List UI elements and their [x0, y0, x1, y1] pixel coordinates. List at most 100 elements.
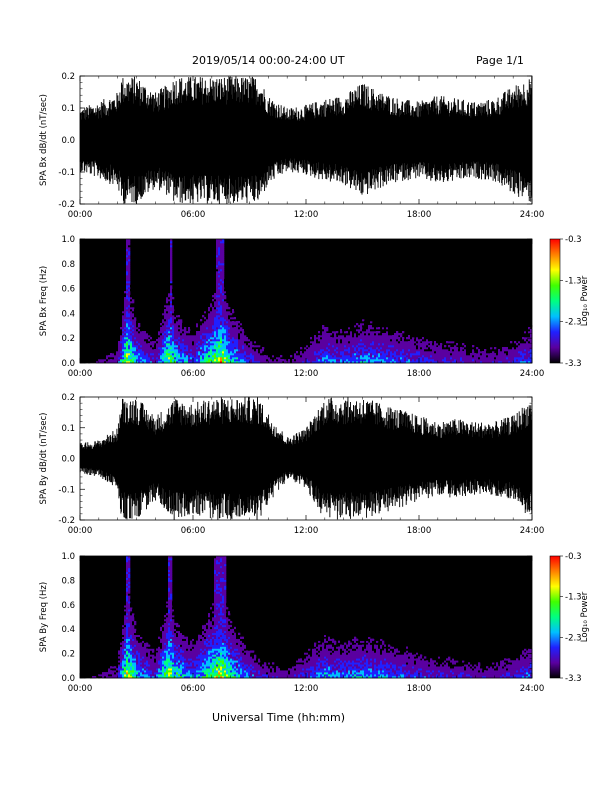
spectrogram-cell: [400, 355, 403, 358]
spectrogram-cell: [130, 607, 133, 610]
spectrogram-cell: [130, 349, 133, 352]
spectrogram-cell: [162, 630, 165, 634]
spectrogram-cell: [206, 321, 209, 324]
spectrogram-cell: [170, 267, 173, 270]
spectrogram-cell: [316, 355, 319, 358]
spectrogram-cell: [168, 565, 171, 569]
spectrogram-cell: [126, 589, 129, 592]
spectrogram-cell: [502, 361, 505, 364]
spectrogram-cell: [374, 357, 377, 360]
spectrogram-cell: [122, 622, 125, 626]
spectrogram-cell: [358, 349, 361, 352]
spectrogram-cell: [134, 319, 137, 322]
spectrogram-cell: [164, 355, 167, 358]
spectrogram-cell: [220, 283, 223, 286]
spectrogram-cell: [358, 329, 361, 332]
spectrogram-cell: [118, 658, 121, 661]
spectrogram-cell: [124, 317, 127, 320]
spectrogram-cell: [150, 662, 153, 665]
spectrogram-cell: [388, 345, 391, 348]
spectrogram-cell: [388, 333, 391, 336]
spectrogram-cell: [136, 327, 139, 330]
spectrogram-cell: [118, 357, 121, 360]
spectrogram-cell: [180, 656, 183, 659]
spectrogram-cell: [212, 349, 215, 352]
spectrogram-cell: [160, 337, 163, 340]
spectrogram-cell: [158, 654, 161, 657]
spectrogram-cell: [396, 343, 399, 346]
spectrogram-cell: [216, 283, 219, 286]
spectrogram-cell: [360, 331, 363, 334]
spectrogram-cell: [164, 668, 167, 671]
spectrogram-cell: [130, 624, 133, 628]
spectrogram-cell: [176, 668, 179, 671]
spectrogram-cell: [138, 666, 141, 669]
spectrogram-cell: [148, 640, 151, 643]
spectrogram-cell: [304, 345, 307, 348]
spectrogram-cell: [162, 339, 165, 342]
spectrogram-cell: [126, 309, 129, 312]
spectrogram-cell: [222, 241, 225, 244]
spectrogram-cell: [200, 357, 203, 360]
spectrogram-cell: [110, 353, 113, 356]
spectrogram-cell: [90, 676, 93, 679]
spectrogram-cell: [392, 339, 395, 342]
spectrogram-cell: [106, 672, 109, 675]
spectrogram-cell: [216, 339, 219, 342]
spectrogram-cell: [184, 345, 187, 348]
spectrogram-cell: [218, 351, 221, 354]
spectrogram-cell: [486, 353, 489, 356]
spectrogram-cell: [454, 359, 457, 362]
spectrogram-cell: [204, 303, 207, 306]
spectrogram-cell: [216, 303, 219, 306]
spectrogram-cell: [130, 313, 133, 316]
x-tick-label: 12:00: [294, 369, 319, 379]
spectrogram-cell: [152, 359, 155, 362]
spectrogram-cell: [122, 624, 125, 628]
spectrogram-cell: [246, 349, 249, 352]
spectrogram-cell: [232, 325, 235, 328]
spectrogram-cell: [298, 361, 301, 364]
spectrogram-cell: [366, 329, 369, 332]
spectrogram-cell: [126, 345, 129, 348]
spectrogram-cell: [126, 573, 129, 576]
spectrogram-cell: [162, 347, 165, 350]
spectrogram-cell: [176, 654, 179, 657]
spectrogram-cell: [126, 293, 129, 296]
spectrogram-cell: [220, 245, 223, 248]
spectrogram-cell: [220, 267, 223, 270]
spectrogram-cell: [368, 353, 371, 356]
spectrogram-cell: [168, 295, 171, 298]
spectrogram-cell: [250, 345, 253, 348]
spectrogram-cell: [138, 329, 141, 332]
spectrogram-cell: [344, 361, 347, 364]
spectrogram-cell: [394, 347, 397, 350]
spectrogram-cell: [122, 618, 125, 622]
spectrogram-cell: [134, 339, 137, 342]
spectrogram-cell: [228, 331, 231, 334]
spectrogram-cell: [490, 347, 493, 350]
spectrogram-cell: [232, 341, 235, 344]
spectrogram-cell: [122, 658, 125, 661]
spectrogram-cell: [392, 355, 395, 358]
spectrogram-cell: [212, 329, 215, 332]
spectrogram-cell: [384, 353, 387, 356]
spectrogram-cell: [208, 345, 211, 348]
spectrogram-cell: [172, 309, 175, 312]
spectrogram-cell: [142, 652, 145, 655]
spectrogram-cell: [216, 309, 219, 312]
spectrogram-cell: [238, 337, 241, 340]
spectrogram-cell: [332, 351, 335, 354]
spectrogram-cell: [128, 269, 131, 272]
spectrogram-cell: [168, 607, 171, 610]
spectrogram-cell: [400, 335, 403, 338]
spectrogram-cell: [170, 353, 173, 356]
spectrogram-cell: [370, 341, 373, 344]
spectrogram-cell: [170, 345, 173, 348]
spectrogram-cell: [158, 353, 161, 356]
spectrogram-cell: [166, 638, 169, 641]
spectrogram-cell: [138, 341, 141, 344]
spectrogram-cell: [376, 349, 379, 352]
spectrogram-cell: [430, 337, 433, 340]
spectrogram-cell: [160, 359, 163, 362]
